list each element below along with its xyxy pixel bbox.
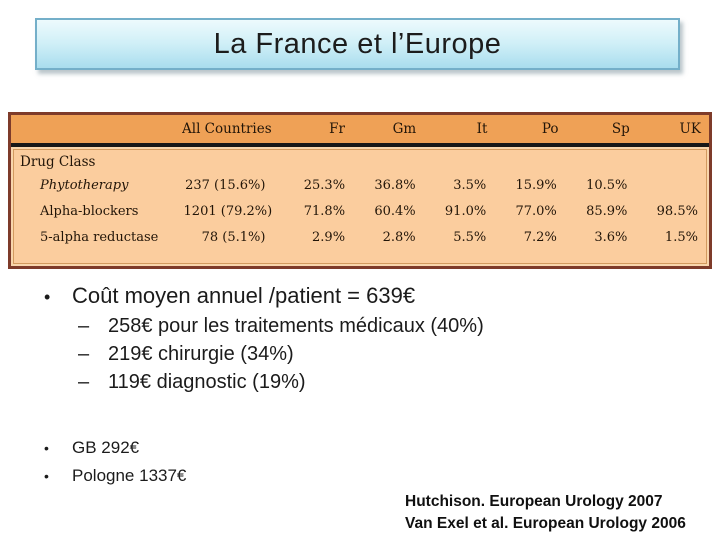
bullet-dot-icon bbox=[44, 462, 72, 490]
citation-line: Van Exel et al. European Urology 2006 bbox=[405, 515, 686, 532]
citation-line: Hutchison. European Urology 2007 bbox=[405, 493, 663, 510]
group-label: Drug Class bbox=[20, 154, 96, 170]
table-header-row: All Countries Fr Gm It Po Sp UK bbox=[11, 115, 709, 143]
list-item: 219€ chirurgie (34%) bbox=[78, 340, 484, 368]
table-cell: 91.0% bbox=[444, 204, 487, 219]
drug-class-table: All Countries Fr Gm It Po Sp UK Drug Cla… bbox=[8, 112, 712, 269]
bullet-dot-icon bbox=[44, 434, 72, 462]
column-header-fr: Fr bbox=[329, 121, 345, 137]
list-item: 258€ pour les traitements médicaux (40%) bbox=[78, 312, 484, 340]
table-cell: 71.8% bbox=[303, 204, 346, 219]
bullet-text: GB 292€ bbox=[72, 438, 140, 457]
table-body: Drug Class Phytotherapy 237 (15.6%) 25.3… bbox=[13, 149, 707, 264]
bullet-dot-icon bbox=[44, 282, 72, 312]
bullet-dash-icon bbox=[78, 312, 108, 340]
table-cell: 98.5% bbox=[656, 204, 698, 219]
slide-title-banner: La France et l’Europe bbox=[35, 18, 680, 70]
row-label: 5-alpha reductase bbox=[40, 230, 159, 245]
table-cell: 3.6% bbox=[594, 230, 628, 245]
bullet-dash-icon bbox=[78, 368, 108, 396]
list-item: 119€ diagnostic (19%) bbox=[78, 368, 484, 396]
column-header-sp: Sp bbox=[611, 121, 630, 137]
table-row: Alpha-blockers 1201 (79.2%) 71.8% 60.4% … bbox=[14, 199, 706, 225]
page-title: La France et l’Europe bbox=[213, 27, 502, 60]
bullet-text: 258€ pour les traitements médicaux (40%) bbox=[108, 315, 484, 337]
table-cell: 3.5% bbox=[453, 178, 487, 193]
table-cell: 36.8% bbox=[374, 178, 416, 193]
row-label: Alpha-blockers bbox=[40, 204, 139, 219]
table-cell: 85.9% bbox=[586, 204, 628, 219]
row-label: Phytotherapy bbox=[40, 178, 129, 193]
column-header-uk: UK bbox=[679, 121, 701, 137]
table-cell: 15.9% bbox=[515, 178, 557, 193]
table-cell: 77.0% bbox=[515, 204, 557, 219]
table-cell bbox=[635, 173, 706, 199]
table-cell: 2.9% bbox=[312, 230, 346, 245]
table-cell: 10.5% bbox=[586, 178, 628, 193]
secondary-bullet-list: GB 292€ Pologne 1337€ bbox=[44, 434, 484, 490]
table-row: Phytotherapy 237 (15.6%) 25.3% 36.8% 3.5… bbox=[14, 173, 706, 199]
column-header-gm: Gm bbox=[392, 121, 417, 137]
list-item: GB 292€ bbox=[44, 434, 484, 462]
list-item: Pologne 1337€ bbox=[44, 462, 484, 490]
bullet-dash-icon bbox=[78, 340, 108, 368]
bullet-text: 119€ diagnostic (19%) bbox=[108, 371, 306, 393]
table-cell: 237 (15.6%) bbox=[185, 178, 266, 193]
column-header-it: It bbox=[476, 121, 488, 137]
table-cell: 7.2% bbox=[523, 230, 557, 245]
column-header-all-countries: All Countries bbox=[182, 121, 272, 137]
bullet-list: Coût moyen annuel /patient = 639€ 258€ p… bbox=[44, 281, 484, 490]
column-header-po: Po bbox=[541, 121, 559, 137]
table-group-row: Drug Class bbox=[14, 152, 706, 173]
list-item: Coût moyen annuel /patient = 639€ bbox=[44, 281, 484, 312]
table-cell: 5.5% bbox=[453, 230, 487, 245]
table-cell: 78 (5.1%) bbox=[201, 230, 266, 245]
bullet-text: Pologne 1337€ bbox=[72, 466, 187, 485]
table-cell: 1.5% bbox=[664, 230, 698, 245]
table-cell: 25.3% bbox=[303, 178, 346, 193]
bullet-text: 219€ chirurgie (34%) bbox=[108, 343, 294, 365]
header-divider bbox=[11, 143, 709, 147]
bullet-text: Coût moyen annuel /patient = 639€ bbox=[72, 283, 416, 308]
table-cell: 60.4% bbox=[374, 204, 416, 219]
table-row: 5-alpha reductase 78 (5.1%) 2.9% 2.8% 5.… bbox=[14, 225, 706, 251]
table-cell: 1201 (79.2%) bbox=[183, 204, 273, 219]
table-cell: 2.8% bbox=[382, 230, 416, 245]
citations-block: Hutchison. European Urology 2007 Van Exe… bbox=[405, 491, 686, 535]
